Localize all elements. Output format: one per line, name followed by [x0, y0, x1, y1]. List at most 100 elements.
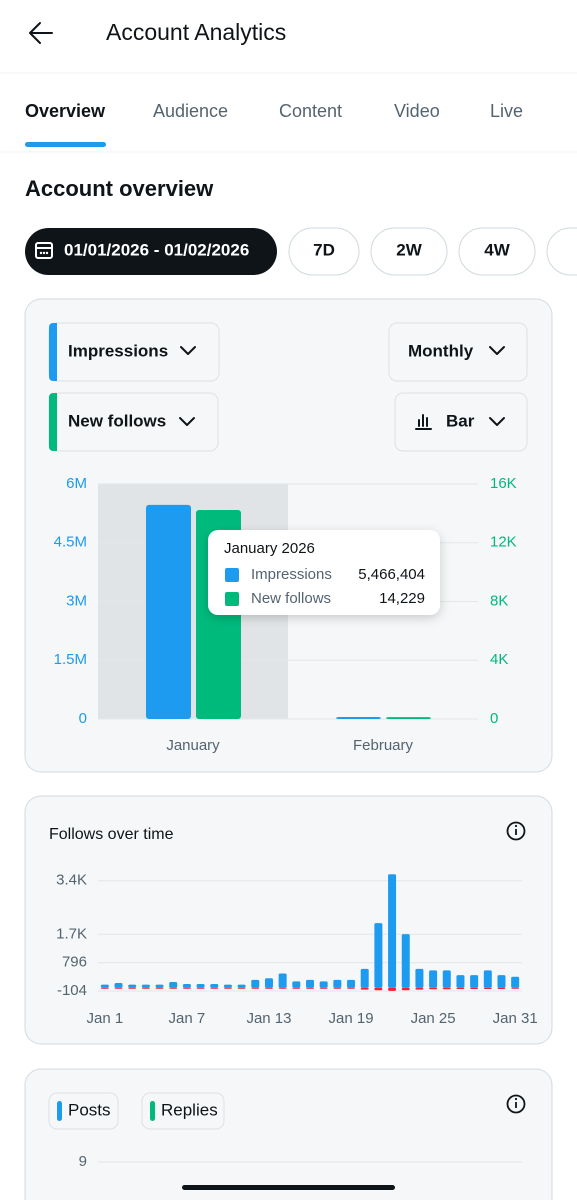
- y2-tick-label: 4K: [490, 651, 508, 668]
- bar: [155, 987, 164, 989]
- tooltip-title: January 2026: [224, 540, 315, 557]
- bar: [141, 987, 150, 989]
- tooltip-swatch: [225, 568, 239, 582]
- bar: [483, 970, 492, 988]
- legend-label: Replies: [161, 1100, 218, 1119]
- bar: [114, 987, 123, 989]
- x-tick-label: Jan 1: [86, 1010, 123, 1027]
- bar: [292, 981, 301, 988]
- bar: [360, 968, 369, 988]
- bar: [374, 987, 383, 991]
- bar: [511, 987, 520, 989]
- x-tick-label: Jan 25: [411, 1010, 456, 1027]
- bar: [278, 973, 287, 988]
- back-button[interactable]: [29, 22, 53, 44]
- tooltip-value: 14,229: [379, 590, 425, 607]
- home-indicator: [182, 1185, 395, 1190]
- bar: [155, 984, 164, 988]
- bar: [442, 987, 451, 990]
- legend-swatch: [150, 1101, 155, 1121]
- posts-chart: Posts Replies 9: [48, 1092, 522, 1170]
- bar: [100, 984, 109, 988]
- bar: [511, 976, 520, 988]
- bar: [386, 717, 431, 719]
- range-chip[interactable]: [458, 227, 536, 276]
- legend-label: Posts: [68, 1100, 111, 1119]
- range-label: 4W: [484, 240, 510, 259]
- bar: [333, 987, 342, 989]
- tab[interactable]: Audience: [153, 101, 228, 121]
- impressions-chart: 0 1.5M 3M 4.5M 6M 0 4K 8K 12K 16K January February J…: [54, 475, 517, 754]
- metric-dropdown[interactable]: [48, 322, 220, 382]
- style-dropdown[interactable]: [394, 392, 528, 452]
- bar: [347, 979, 356, 988]
- y-tick-label: 1.5M: [54, 651, 87, 668]
- bar: [429, 970, 438, 988]
- legend-swatch: [57, 1101, 62, 1121]
- bar: [196, 983, 205, 988]
- range-chip[interactable]: [370, 227, 448, 276]
- tab[interactable]: Live: [490, 101, 523, 121]
- bar: [169, 982, 178, 988]
- bar: [306, 979, 314, 988]
- period-label: Monthly: [408, 341, 474, 360]
- bar: [401, 934, 410, 988]
- y-tick-label: 0: [79, 710, 87, 727]
- range-chip[interactable]: [288, 227, 360, 276]
- info-icon[interactable]: [506, 821, 526, 841]
- bar: [360, 987, 369, 990]
- range-options: 7D 2W 4W: [288, 227, 536, 276]
- legend-chip[interactable]: [141, 1092, 225, 1130]
- y-tick-label: 3M: [66, 592, 87, 609]
- tooltip-swatch: [225, 592, 239, 606]
- bar: [319, 987, 328, 989]
- bar: [146, 504, 191, 719]
- style-label: Bar: [446, 411, 475, 430]
- bar: [470, 975, 479, 988]
- bar: [210, 983, 219, 988]
- bar: [210, 987, 219, 989]
- bar: [251, 979, 260, 988]
- tab[interactable]: Overview: [25, 101, 106, 121]
- bar: [319, 981, 328, 988]
- bar: [223, 984, 232, 988]
- metric-dropdown[interactable]: [48, 392, 219, 452]
- bar: [306, 987, 314, 989]
- bar: [141, 984, 150, 988]
- bar: [251, 987, 260, 989]
- bar: [182, 987, 191, 989]
- period-dropdown[interactable]: [388, 322, 528, 382]
- bar: [128, 987, 137, 989]
- range-label: 2W: [396, 240, 422, 259]
- bar: [483, 987, 492, 989]
- y2-tick-label: 12K: [490, 534, 517, 551]
- tooltip-series: Impressions: [251, 566, 332, 583]
- bar: [278, 987, 287, 989]
- bar: [169, 987, 178, 989]
- info-icon[interactable]: [506, 1094, 526, 1114]
- tab[interactable]: Video: [394, 101, 440, 121]
- bar: [347, 987, 356, 989]
- x-tick-label: January: [166, 737, 220, 754]
- bar: [100, 987, 109, 989]
- bar: [456, 975, 465, 988]
- x-tick-label: February: [353, 737, 414, 754]
- metric-label: Impressions: [68, 341, 168, 360]
- bar: [114, 982, 123, 988]
- card: [24, 1068, 553, 1200]
- bar: [388, 987, 397, 991]
- date-range-chip[interactable]: [25, 228, 277, 275]
- range-chip[interactable]: [546, 227, 577, 276]
- bar: [333, 979, 342, 988]
- legend-chip[interactable]: [48, 1092, 119, 1130]
- x-tick-label: Jan 13: [246, 1010, 291, 1027]
- tooltip: January 2026 Impressions 5,466,404 New foll…: [208, 530, 440, 615]
- y-tick-label: -104: [57, 982, 87, 999]
- bar: [182, 983, 191, 988]
- bar: [456, 987, 465, 989]
- bar: [470, 987, 479, 989]
- tab[interactable]: Content: [279, 101, 342, 121]
- follows-chart: -104 796 1.7K 3.4K Jan 1 Jan 7 Jan 13 Jan 19 Jan…: [56, 872, 538, 1027]
